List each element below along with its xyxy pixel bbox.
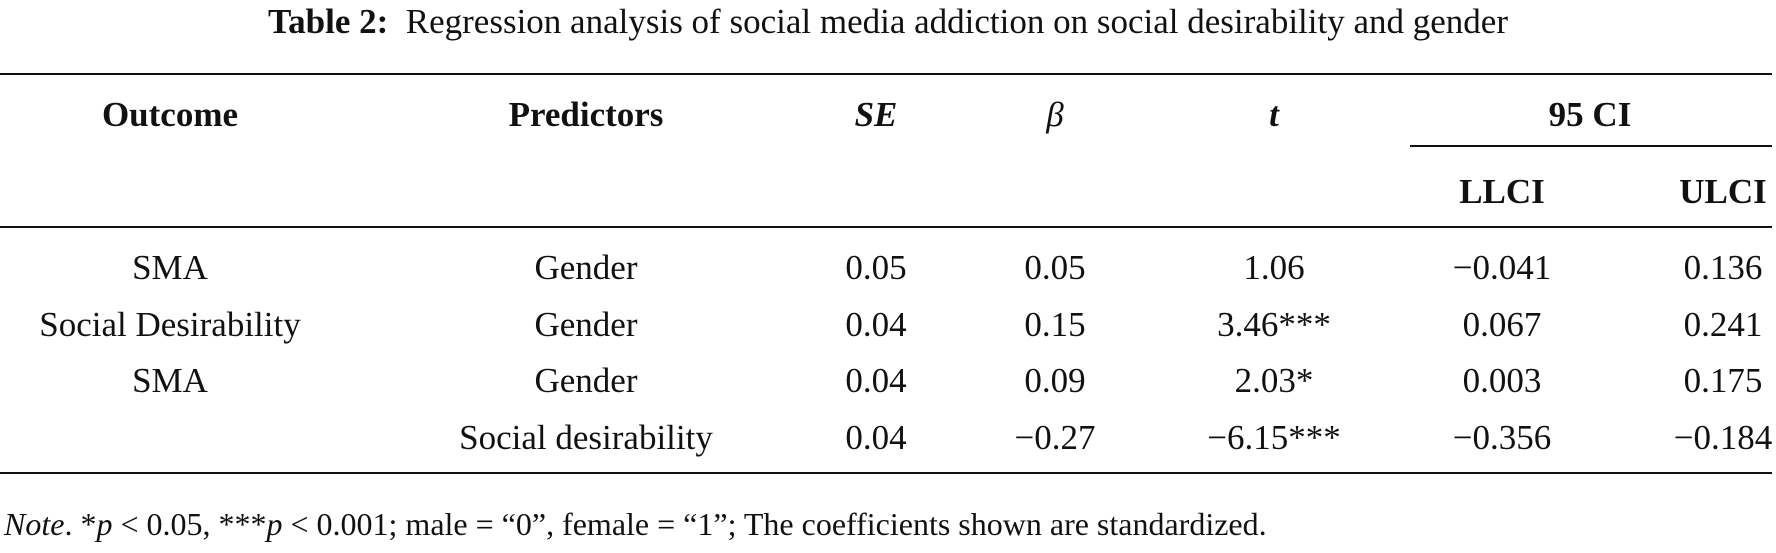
cell-beta: 0.05 [1024,248,1086,287]
header-t: t [1269,95,1279,134]
cell-ulci: 0.241 [1683,305,1763,344]
table-caption-text: Regression analysis of social media addi… [405,2,1508,41]
table-caption-label: Table 2: [268,2,389,41]
note-stars-2: *** [218,506,267,542]
header-95-ci: 95 CI [1548,95,1632,134]
header-bottom-rule [0,226,1772,228]
cell-t: 1.06 [1243,248,1305,287]
cell-beta: 0.09 [1024,361,1086,400]
note-label: Note [4,506,65,542]
header-llci: LLCI [1459,172,1545,211]
note-text-2: < 0.001; male = “0”, female = “1”; The c… [282,506,1267,542]
cell-beta: 0.15 [1024,305,1086,344]
note-p-symbol-2: p [266,506,283,542]
cell-ulci: −0.184 [1673,418,1773,457]
cell-ulci: 0.136 [1683,248,1763,287]
ci-subheader-rule [1410,145,1772,147]
header-beta: β [1046,95,1064,134]
table-caption: Table 2: Regression analysis of social m… [0,0,1776,44]
cell-outcome: SMA [132,361,208,400]
header-ulci: ULCI [1679,172,1767,211]
top-rule [0,73,1772,75]
cell-ulci: 0.175 [1683,361,1763,400]
note-p-symbol-1: p [96,506,113,542]
cell-predictor: Gender [534,248,638,287]
cell-outcome: Social Desirability [39,305,301,344]
cell-beta: −0.27 [1014,418,1096,457]
cell-outcome: SMA [132,248,208,287]
cell-t: −6.15*** [1207,418,1341,457]
header-predictors: Predictors [508,95,664,134]
cell-t: 3.46*** [1217,305,1331,344]
cell-predictor: Gender [534,361,638,400]
cell-se: 0.04 [845,305,907,344]
cell-llci: 0.067 [1462,305,1542,344]
cell-predictor: Social desirability [459,418,713,457]
cell-llci: −0.041 [1452,248,1552,287]
cell-se: 0.04 [845,418,907,457]
cell-llci: −0.356 [1452,418,1552,457]
cell-t: 2.03* [1234,361,1314,400]
cell-predictor: Gender [534,305,638,344]
bottom-rule [0,472,1772,474]
note-stars-1: * [80,506,97,542]
note-text-1: < 0.05, [112,506,219,542]
header-se: SE [854,95,898,134]
cell-se: 0.04 [845,361,907,400]
table-note: Note. *p < 0.05, ***p < 0.001; male = “0… [4,506,1267,542]
header-outcome: Outcome [101,95,239,134]
cell-llci: 0.003 [1462,361,1542,400]
cell-se: 0.05 [845,248,907,287]
